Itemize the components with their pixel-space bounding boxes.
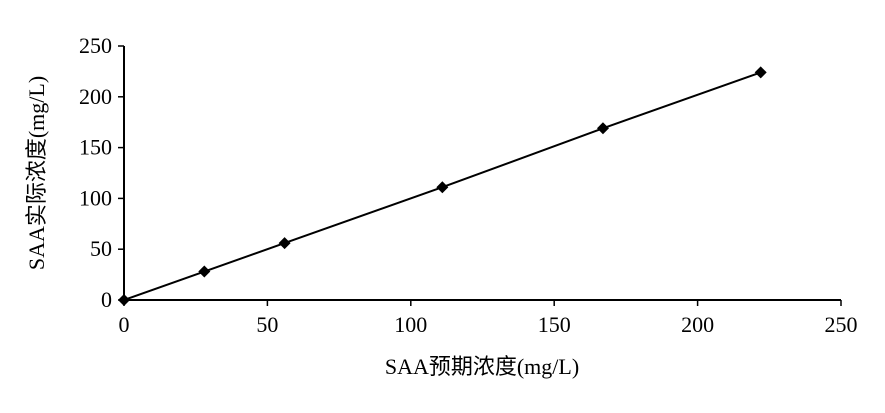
x-tick-label: 150 (538, 312, 571, 337)
data-point (754, 66, 767, 79)
data-point (596, 122, 609, 135)
x-tick-label: 100 (394, 312, 427, 337)
data-line (123, 71, 762, 301)
x-tick-label: 0 (119, 312, 130, 337)
y-tick-label: 150 (79, 135, 112, 160)
data-point (436, 181, 449, 194)
x-tick-label: 250 (825, 312, 858, 337)
y-tick-label: 100 (79, 185, 112, 210)
data-point (198, 265, 211, 278)
x-tick-label: 200 (681, 312, 714, 337)
x-axis-label: SAA预期浓度(mg/L) (385, 354, 579, 379)
y-axis-label: SAA实际浓度(mg/L) (24, 76, 49, 270)
y-tick-label: 0 (101, 287, 112, 312)
y-tick-label: 50 (90, 236, 112, 261)
y-tick-label: 250 (79, 33, 112, 58)
data-point (118, 294, 130, 306)
data-point (278, 237, 291, 250)
y-tick-label: 200 (79, 84, 112, 109)
x-tick-label: 50 (256, 312, 278, 337)
